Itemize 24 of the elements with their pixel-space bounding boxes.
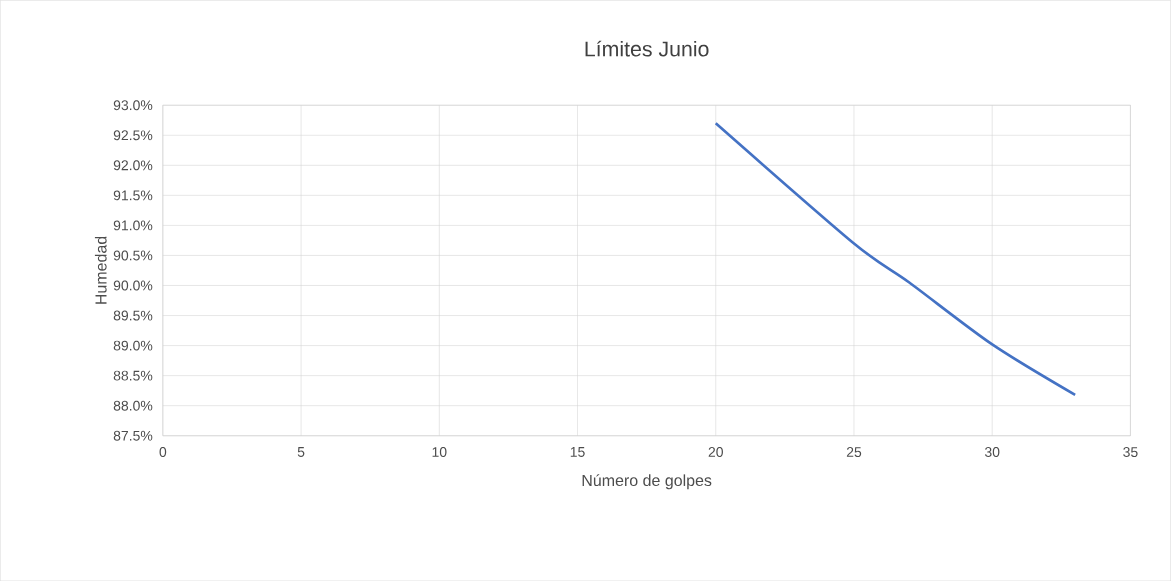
y-tick-label: 90.0% (113, 280, 153, 291)
x-tick-label: 15 (570, 446, 585, 457)
x-tick-label: 35 (1123, 446, 1138, 457)
line-series (714, 121, 1077, 397)
x-tick-label: 20 (708, 446, 723, 457)
y-tick-label: 91.5% (113, 190, 153, 201)
y-tick-label: 89.5% (113, 310, 153, 321)
y-tick-label: 93.0% (113, 100, 153, 111)
y-axis-title: Humedad (94, 236, 107, 304)
y-tick-label: 89.0% (113, 340, 153, 351)
chart-title: Límites Junio (585, 40, 709, 57)
y-tick-label: 88.0% (113, 400, 153, 411)
y-tick-label: 90.5% (113, 250, 153, 261)
y-tick-label: 88.5% (113, 370, 153, 381)
x-tick-label: 5 (297, 446, 305, 457)
x-axis-title: Número de golpes (582, 474, 712, 490)
y-tick-label: 91.0% (113, 220, 153, 231)
x-tick-label: 25 (846, 446, 862, 457)
x-tick-label: 0 (159, 446, 167, 457)
y-tick-label: 92.5% (113, 130, 153, 141)
y-tick-label: 87.5% (113, 430, 153, 441)
x-tick-label: 30 (984, 446, 1000, 457)
x-tick-label: 10 (432, 446, 447, 457)
y-tick-label: 92.0% (113, 160, 153, 171)
